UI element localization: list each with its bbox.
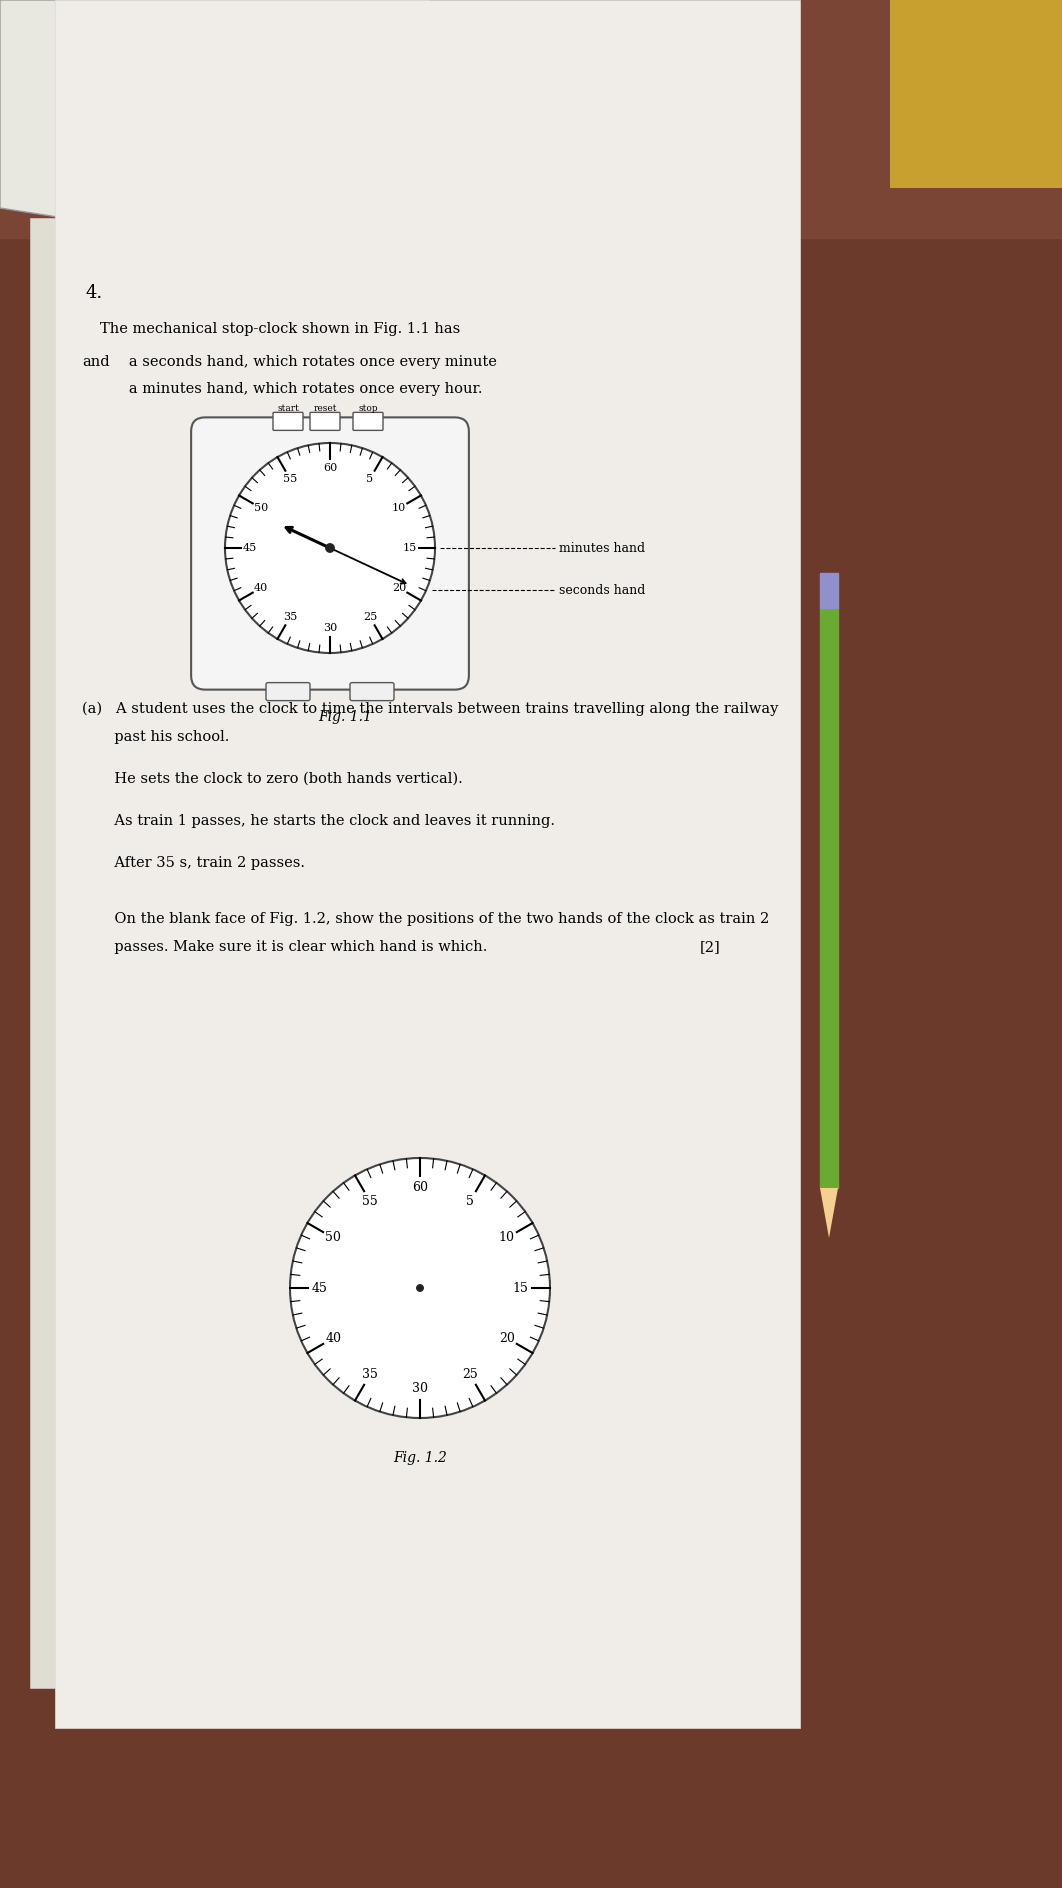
Text: 15: 15 — [512, 1282, 528, 1295]
Circle shape — [416, 1284, 424, 1291]
Text: 25: 25 — [462, 1369, 478, 1382]
Text: 40: 40 — [254, 583, 268, 593]
Text: passes. Make sure it is clear which hand is which.: passes. Make sure it is clear which hand… — [82, 940, 487, 953]
Text: 4.: 4. — [85, 283, 102, 302]
Text: 15: 15 — [402, 544, 417, 553]
Polygon shape — [820, 1188, 838, 1239]
Text: 60: 60 — [412, 1182, 428, 1195]
Polygon shape — [30, 217, 539, 1688]
Text: After 35 s, train 2 passes.: After 35 s, train 2 passes. — [82, 855, 305, 870]
Text: 10: 10 — [499, 1231, 515, 1244]
Text: stop: stop — [358, 404, 378, 413]
Circle shape — [225, 444, 435, 653]
Text: 5: 5 — [466, 1195, 474, 1208]
Text: 50: 50 — [325, 1231, 341, 1244]
Text: 20: 20 — [392, 583, 407, 593]
Text: Fig. 1.1: Fig. 1.1 — [318, 710, 372, 723]
Text: 55: 55 — [362, 1195, 378, 1208]
Polygon shape — [55, 0, 800, 1728]
Bar — [0, 0, 1062, 238]
Text: 5: 5 — [366, 474, 374, 483]
Text: 10: 10 — [392, 502, 407, 514]
Text: 45: 45 — [243, 544, 257, 553]
Polygon shape — [890, 0, 1062, 189]
Text: He sets the clock to zero (both hands vertical).: He sets the clock to zero (both hands ve… — [82, 772, 463, 785]
Text: 60: 60 — [323, 463, 337, 474]
Text: a minutes hand, which rotates once every hour.: a minutes hand, which rotates once every… — [115, 381, 482, 396]
Circle shape — [290, 1157, 550, 1418]
Polygon shape — [0, 0, 430, 259]
Text: 25: 25 — [363, 612, 377, 623]
FancyBboxPatch shape — [350, 683, 394, 700]
Text: a seconds hand, which rotates once every minute: a seconds hand, which rotates once every… — [115, 355, 497, 368]
FancyBboxPatch shape — [191, 417, 469, 689]
Text: Fig. 1.2: Fig. 1.2 — [393, 1452, 447, 1465]
Text: 35: 35 — [362, 1369, 378, 1382]
Text: The mechanical stop-clock shown in Fig. 1.1 has: The mechanical stop-clock shown in Fig. … — [100, 323, 460, 336]
Text: past his school.: past his school. — [82, 731, 229, 744]
Text: and: and — [82, 355, 109, 368]
Text: 20: 20 — [499, 1331, 515, 1344]
FancyBboxPatch shape — [266, 683, 310, 700]
FancyBboxPatch shape — [353, 412, 383, 430]
Text: 30: 30 — [323, 623, 337, 632]
Text: 45: 45 — [312, 1282, 328, 1295]
Text: 55: 55 — [282, 474, 297, 483]
Circle shape — [326, 544, 335, 551]
Text: [2]: [2] — [700, 940, 721, 953]
Text: start: start — [277, 404, 298, 413]
Text: 50: 50 — [254, 502, 268, 514]
Text: reset: reset — [313, 404, 337, 413]
Text: (a)   A student uses the clock to time the intervals between trains travelling a: (a) A student uses the clock to time the… — [82, 702, 778, 716]
Text: seconds hand: seconds hand — [559, 583, 646, 597]
Text: minutes hand: minutes hand — [559, 542, 645, 555]
Bar — [820, 608, 838, 1188]
FancyBboxPatch shape — [273, 412, 303, 430]
Text: 30: 30 — [412, 1382, 428, 1395]
Text: 40: 40 — [325, 1331, 341, 1344]
Text: As train 1 passes, he starts the clock and leaves it running.: As train 1 passes, he starts the clock a… — [82, 814, 555, 829]
Bar — [820, 572, 838, 608]
Text: On the blank face of Fig. 1.2, show the positions of the two hands of the clock : On the blank face of Fig. 1.2, show the … — [82, 912, 769, 925]
Text: 35: 35 — [282, 612, 297, 623]
FancyBboxPatch shape — [310, 412, 340, 430]
